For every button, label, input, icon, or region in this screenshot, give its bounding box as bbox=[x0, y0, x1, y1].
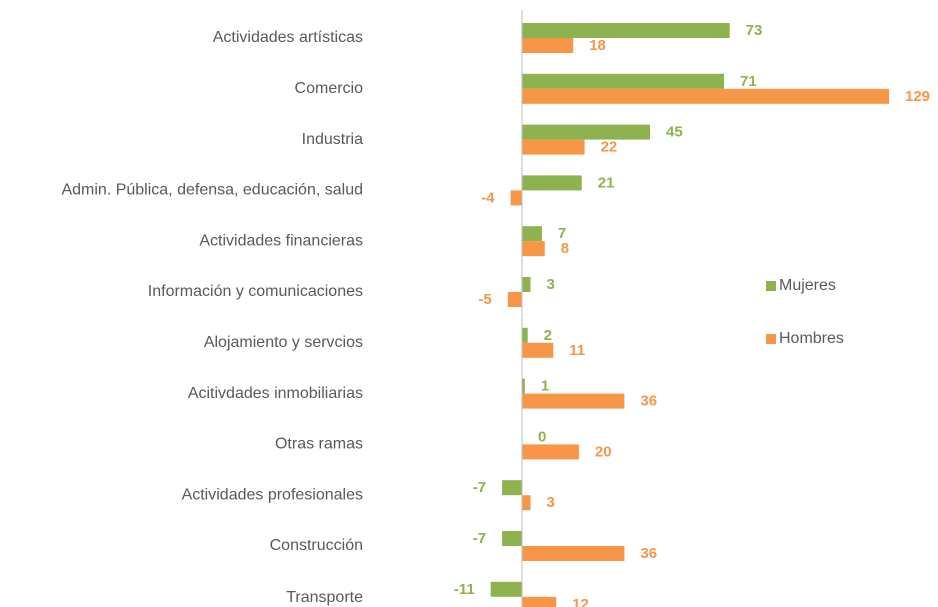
value-label: 36 bbox=[640, 393, 657, 410]
category-label: Alojamiento y servcios bbox=[204, 334, 363, 351]
category-label: Transporte bbox=[286, 589, 363, 606]
category-label: Admin. Pública, defensa, educación, salu… bbox=[61, 182, 363, 199]
value-label: -7 bbox=[473, 479, 486, 496]
bar bbox=[522, 596, 557, 607]
bar bbox=[522, 73, 724, 89]
category-label: Información y comunicaciones bbox=[148, 283, 363, 300]
value-label: 12 bbox=[572, 596, 589, 607]
bar bbox=[522, 444, 579, 460]
value-label: 129 bbox=[905, 88, 930, 105]
legend-swatch bbox=[766, 334, 776, 344]
bar bbox=[522, 139, 585, 155]
category-label: Otras ramas bbox=[275, 436, 363, 453]
value-label: 45 bbox=[666, 124, 683, 141]
bar bbox=[522, 393, 625, 409]
bar bbox=[502, 531, 522, 546]
value-label: 21 bbox=[598, 174, 615, 191]
category-label: Actividades financieras bbox=[199, 232, 363, 249]
category-label: Actividades artísticas bbox=[213, 29, 363, 46]
value-label: -5 bbox=[478, 291, 491, 308]
bar bbox=[522, 327, 528, 343]
value-label: 73 bbox=[746, 22, 763, 39]
category-label: Industria bbox=[302, 131, 363, 148]
bar bbox=[522, 124, 651, 140]
bar bbox=[502, 480, 522, 496]
bar bbox=[522, 277, 531, 292]
value-label: 20 bbox=[595, 443, 612, 460]
bar bbox=[510, 190, 522, 206]
legend-label: Hombres bbox=[779, 330, 844, 347]
value-label: 1 bbox=[541, 378, 549, 395]
bar bbox=[522, 546, 625, 561]
bar bbox=[522, 23, 730, 38]
value-label: 0 bbox=[538, 428, 546, 445]
category-label: Comercio bbox=[295, 80, 364, 97]
category-label: Acitivdades inmobiliarias bbox=[188, 385, 363, 402]
value-label: -11 bbox=[454, 581, 475, 598]
value-label: 2 bbox=[544, 327, 552, 344]
category-label: Actividades profesionales bbox=[182, 486, 363, 503]
bar bbox=[522, 342, 554, 358]
legend-label: Mujeres bbox=[779, 277, 836, 294]
bar bbox=[522, 88, 890, 104]
value-label: 36 bbox=[640, 545, 657, 562]
value-label: 71 bbox=[740, 73, 757, 90]
bar bbox=[522, 241, 545, 257]
bar bbox=[522, 378, 525, 394]
value-label: 22 bbox=[601, 139, 618, 156]
value-label: 3 bbox=[547, 276, 555, 293]
bar bbox=[522, 226, 542, 242]
value-label: -4 bbox=[481, 189, 495, 206]
bar bbox=[522, 175, 582, 191]
category-label: Construcción bbox=[270, 537, 363, 554]
bar bbox=[522, 38, 574, 53]
bar bbox=[522, 495, 531, 511]
value-label: -7 bbox=[473, 530, 486, 547]
bar bbox=[507, 292, 522, 307]
bar bbox=[490, 581, 522, 597]
value-label: 11 bbox=[569, 342, 585, 359]
value-label: 7 bbox=[558, 225, 566, 242]
value-label: 3 bbox=[547, 494, 555, 511]
value-label: 18 bbox=[589, 37, 606, 54]
value-label: 8 bbox=[561, 240, 569, 257]
legend-swatch bbox=[766, 281, 776, 291]
